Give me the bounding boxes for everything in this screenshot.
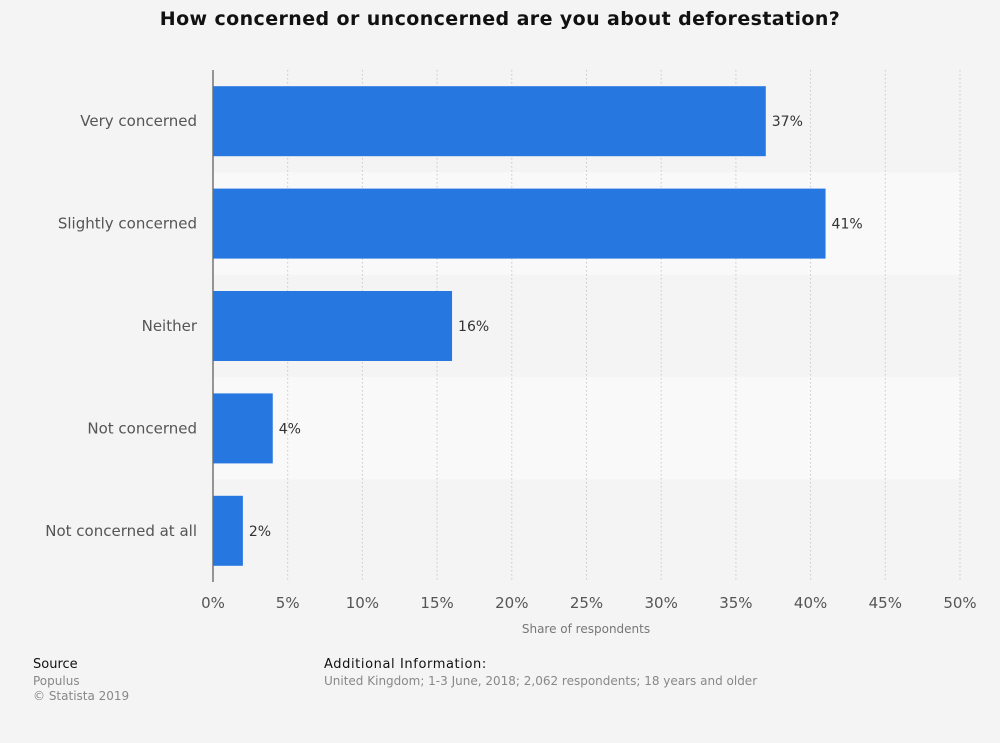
source-heading: Source bbox=[33, 657, 78, 672]
source-line-publisher: Populus bbox=[33, 674, 80, 688]
category-labels: Very concerned Slightly concerned Neither N… bbox=[45, 112, 198, 540]
x-tick-label: 20% bbox=[495, 594, 528, 612]
source-line-copyright: © Statista 2019 bbox=[33, 689, 130, 703]
x-tick-label: 5% bbox=[276, 594, 300, 612]
category-label: Slightly concerned bbox=[58, 215, 197, 233]
data-label: 4% bbox=[279, 421, 301, 437]
x-tick-label: 45% bbox=[869, 594, 902, 612]
x-axis-ticks: 0% 5% 10% 15% 20% 25% 30% 35% 40% 45% 50% bbox=[201, 594, 977, 612]
data-label: 41% bbox=[832, 217, 863, 233]
additional-info-block: Additional Information: United Kingdom; … bbox=[324, 657, 757, 689]
chart-title: How concerned or unconcerned are you abo… bbox=[159, 8, 841, 30]
source-block: Source Populus © Statista 2019 bbox=[33, 657, 129, 704]
x-tick-label: 0% bbox=[201, 594, 225, 612]
bar[interactable] bbox=[213, 86, 766, 157]
x-tick-label: 50% bbox=[943, 594, 976, 612]
bar[interactable] bbox=[213, 291, 453, 361]
data-label: 37% bbox=[772, 114, 803, 130]
x-axis-title: Share of respondents bbox=[522, 622, 650, 636]
value-labels: 37% 41% 16% 4% 2% bbox=[249, 114, 863, 540]
x-tick-label: 30% bbox=[645, 594, 678, 612]
additional-info-heading: Additional Information: bbox=[324, 657, 487, 672]
x-tick-label: 40% bbox=[794, 594, 827, 612]
data-label: 2% bbox=[249, 524, 271, 540]
additional-info-text: United Kingdom; 1-3 June, 2018; 2,062 re… bbox=[324, 674, 758, 688]
data-label: 16% bbox=[458, 319, 489, 335]
x-tick-label: 35% bbox=[719, 594, 752, 612]
x-tick-label: 10% bbox=[346, 594, 379, 612]
category-label: Not concerned at all bbox=[45, 522, 197, 540]
category-label: Neither bbox=[142, 317, 198, 335]
bar[interactable] bbox=[213, 393, 273, 464]
category-label: Very concerned bbox=[80, 112, 197, 130]
row-band bbox=[213, 377, 960, 480]
bars bbox=[213, 86, 826, 566]
x-tick-label: 25% bbox=[570, 594, 603, 612]
bar[interactable] bbox=[213, 495, 243, 566]
x-tick-label: 15% bbox=[420, 594, 453, 612]
bar[interactable] bbox=[213, 188, 826, 259]
category-label: Not concerned bbox=[87, 419, 197, 437]
